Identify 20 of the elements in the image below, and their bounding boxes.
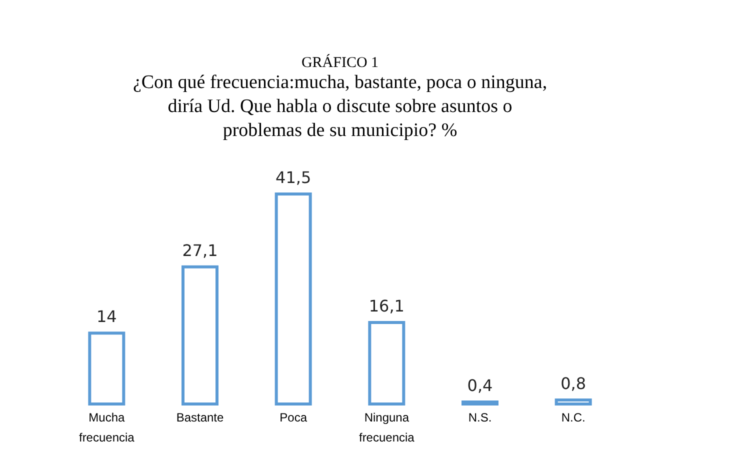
data-label: 16,1 [368,296,404,316]
data-label: 0,4 [467,376,493,395]
x-tick-label: Poca [280,410,308,424]
x-tick-label: Mucha frecuencia [78,410,135,444]
x-tick-label: Ninguna frecuencia [358,410,415,444]
data-label: 0,8 [560,374,586,393]
bar [274,192,312,406]
chart-title: GRÁFICO 1 [301,54,379,71]
bar [182,265,218,406]
bar [368,321,406,406]
data-label: 27,1 [182,240,218,260]
bar [554,398,592,406]
x-tick-label: N.C. [561,410,586,424]
data-label: 41,5 [276,168,312,187]
data-label: 14 [96,307,117,326]
bar [462,400,498,406]
bar [88,332,126,406]
x-tick-label: Bastante [176,410,224,424]
chart-subtitle: ¿Con qué frecuencia:mucha, bastante, poca o ninguna, diría Ud. Que habla o discute sobre asuntos o problemas de su municipio? % [132,72,548,141]
x-tick-label: N.S. [468,410,492,424]
